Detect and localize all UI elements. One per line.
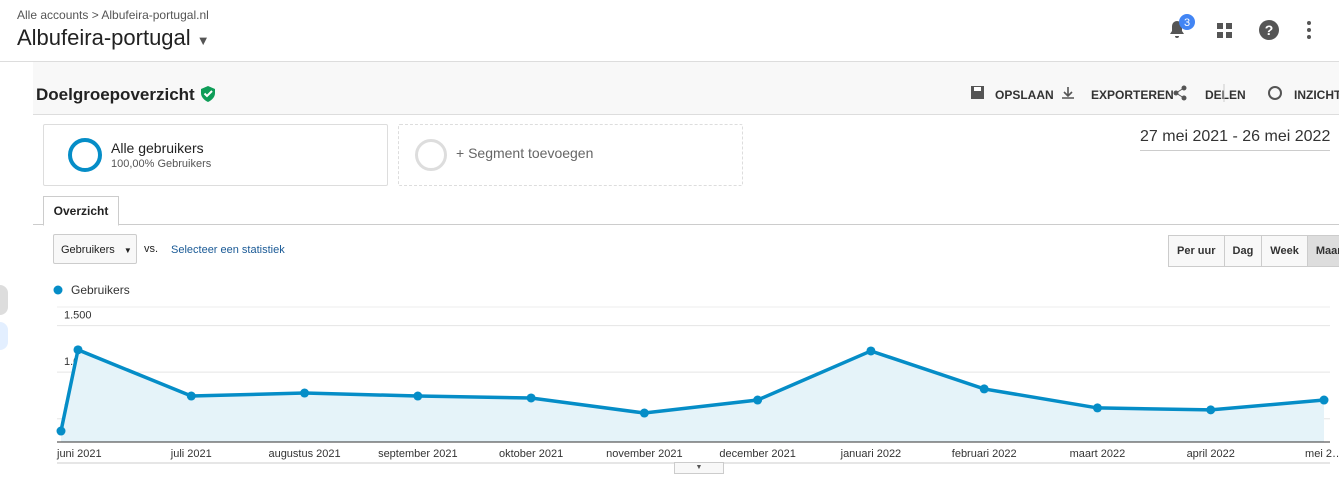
export[interactable]: EXPORTEREN <box>1091 88 1174 102</box>
granularity-button[interactable]: Per uur <box>1169 236 1225 266</box>
point <box>753 395 763 405</box>
vs: vs. <box>144 243 159 255</box>
toolbar: Doelgroepoverzicht OPSLAAN EXPORTEREN DE… <box>33 62 1339 115</box>
granularity-button[interactable]: Week <box>1262 236 1308 266</box>
x-tick-label: april 2022 <box>1187 448 1235 460</box>
header-icons: 3 ? <box>1170 14 1311 40</box>
granularity-button[interactable]: Dag <box>1224 236 1263 266</box>
header: Alle accounts > Albufeira-portugal.nl Al… <box>0 0 1339 62</box>
legend-label: Gebruikers <box>71 283 130 297</box>
property-name: Albufeira-portugal <box>17 25 191 50</box>
point <box>526 393 536 403</box>
segment-add[interactable]: + Segment toevoegen <box>398 124 743 186</box>
svg-text:?: ? <box>1265 22 1274 38</box>
tab-rule <box>33 224 1339 225</box>
badge <box>1179 14 1195 30</box>
more[interactable] <box>1307 21 1311 39</box>
y-tick-label: 1.500 <box>64 310 92 322</box>
point <box>1319 395 1329 405</box>
side-decoration <box>0 285 8 315</box>
breadcrumb: Alle accounts > Albufeira-portugal.nl <box>17 8 209 22</box>
point <box>73 345 83 355</box>
segment-add-label: + Segment toevoegen <box>456 145 594 161</box>
x-tick-label: november 2021 <box>606 448 682 460</box>
segment-detail: 100,00% Gebruikers <box>111 158 212 170</box>
x-tick-label: augustus 2021 <box>268 448 340 460</box>
point <box>300 388 310 398</box>
apps[interactable] <box>1217 23 1232 38</box>
x-tick-label: januari 2022 <box>840 448 902 460</box>
metric: Gebruikers <box>61 244 115 256</box>
badge-count: 3 <box>1184 17 1190 29</box>
point <box>413 391 423 401</box>
date-range[interactable]: 27 mei 2021 - 26 mei 2022 <box>1140 128 1331 151</box>
property-selector[interactable]: Albufeira-portugal ▼ <box>17 25 210 50</box>
collapse[interactable]: ▼ <box>674 462 724 474</box>
compare-link[interactable]: Selecteer een statistiek <box>171 244 285 256</box>
segment-active[interactable]: Alle gebruikers 100,00% Gebruikers <box>43 124 388 186</box>
x-tick-label: juli 2021 <box>170 448 212 460</box>
point <box>639 408 649 418</box>
area <box>61 349 1324 442</box>
toolbar-icons <box>971 84 1282 102</box>
side-decoration <box>0 322 8 350</box>
point <box>56 426 66 436</box>
x-tick-label: juni 2021 <box>56 448 102 460</box>
granularity: Per uurDagWeekMaand <box>1168 235 1339 267</box>
segment-name: Alle gebruikers <box>111 140 204 156</box>
point <box>866 346 876 356</box>
crumb[interactable]: Albufeira-portugal.nl <box>101 8 209 22</box>
x-tick-label: december 2021 <box>719 448 795 460</box>
point <box>979 384 989 394</box>
x-tick-label: maart 2022 <box>1070 448 1126 460</box>
tab[interactable]: Overzicht <box>43 196 119 226</box>
share[interactable]: DELEN <box>1205 88 1246 102</box>
verified <box>201 86 215 102</box>
metric-dropdown[interactable]: Gebruikers ▼ <box>53 234 137 264</box>
point <box>186 391 196 401</box>
legend-dot <box>53 285 63 295</box>
x-tick-label: mei 2… <box>1305 448 1339 460</box>
point <box>1206 405 1216 415</box>
crumb[interactable]: Alle accounts <box>17 8 89 22</box>
point <box>1092 403 1102 413</box>
save[interactable]: OPSLAAN <box>995 88 1054 102</box>
report-title: Doelgroepoverzicht <box>36 85 195 104</box>
help[interactable] <box>1259 20 1279 40</box>
granularity-button[interactable]: Maand <box>1307 236 1339 266</box>
insights[interactable]: INZICHTI <box>1294 88 1339 102</box>
x-tick-label: september 2021 <box>378 448 458 460</box>
x-tick-label: februari 2022 <box>952 448 1017 460</box>
x-tick-label: oktober 2021 <box>499 448 563 460</box>
